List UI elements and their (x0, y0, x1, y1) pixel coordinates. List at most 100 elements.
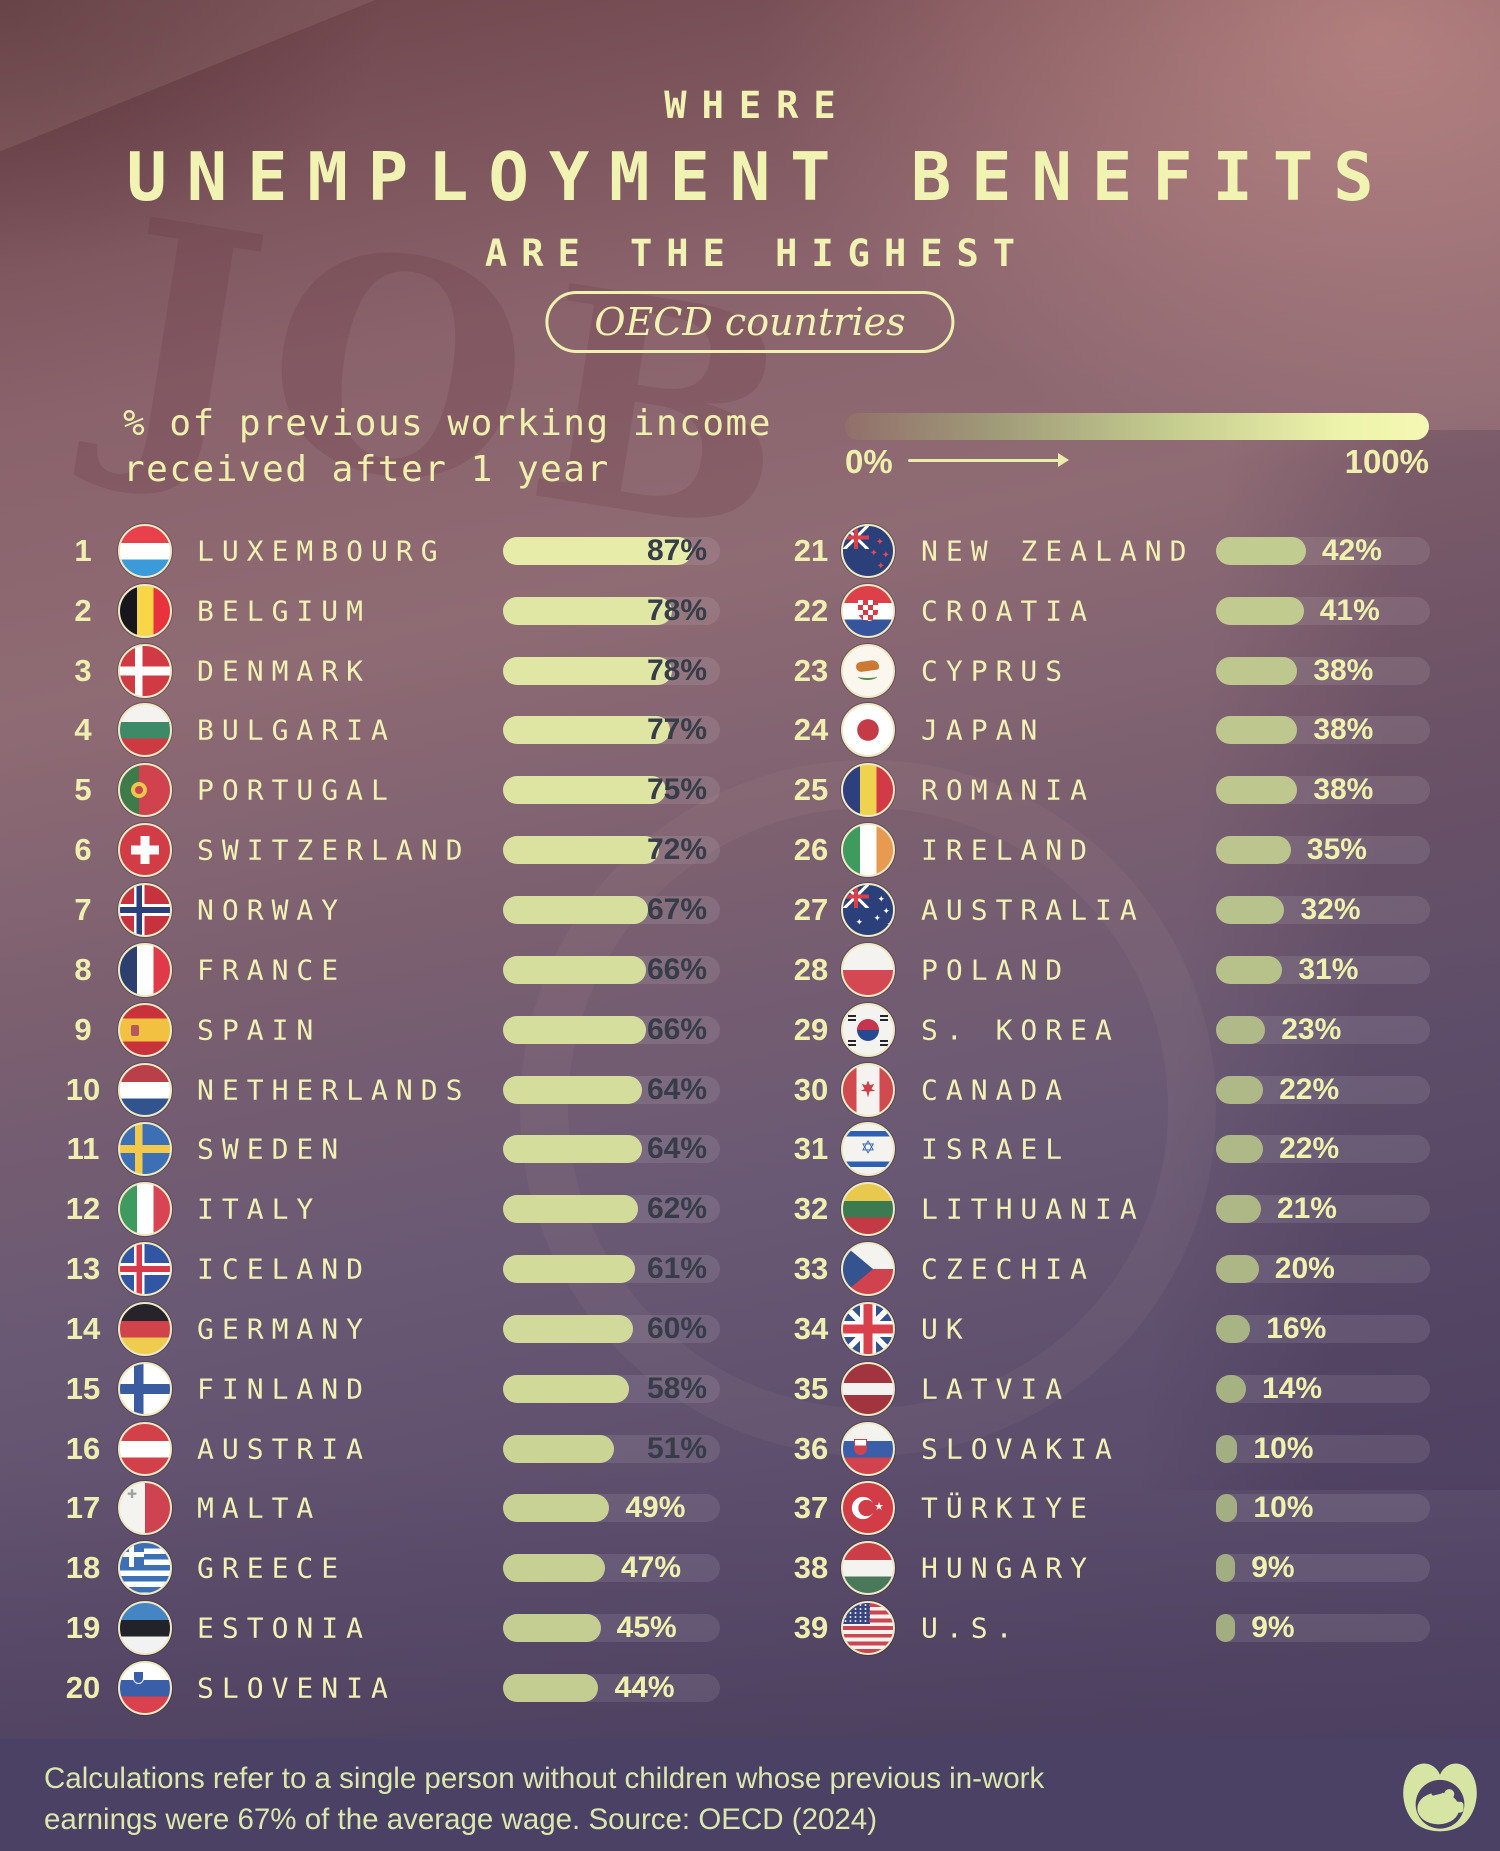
value-label: 41% (1319, 593, 1380, 627)
bar-track: 41% (1216, 593, 1430, 627)
list-item: 17 MALTA 49% (0, 1479, 750, 1539)
rank-label: 36 (793, 1430, 829, 1466)
bar-track: 9% (1216, 1551, 1430, 1584)
flag-cy-icon (841, 643, 895, 698)
bar-track: 78% (503, 654, 720, 687)
country-name: ITALY (197, 1192, 322, 1226)
country-name: AUSTRALIA (921, 893, 1145, 927)
list-item: 31 ISRAEL 22% (750, 1119, 1500, 1179)
rank-label: 32 (793, 1191, 829, 1227)
list-item: 33 CZECHIA 20% (750, 1239, 1500, 1299)
flag-at-icon (118, 1421, 172, 1476)
list-item: 4 BULGARIA 77% (0, 701, 750, 761)
rank-label: 11 (66, 1131, 100, 1167)
bar-fill (503, 1075, 642, 1104)
value-label: 38% (1313, 773, 1374, 807)
list-item: 24 JAPAN 38% (750, 701, 1500, 761)
value-label: 20% (1274, 1252, 1335, 1286)
bar-track: 66% (503, 1013, 720, 1046)
bar-track: 77% (503, 713, 720, 747)
bar-fill (1216, 836, 1291, 865)
rank-label: 37 (793, 1490, 829, 1526)
value-label: 49% (625, 1491, 686, 1525)
legend-gradient-bar (845, 413, 1429, 440)
value-label: 64% (646, 1132, 707, 1166)
flag-tr-icon (841, 1481, 895, 1536)
bar-fill (1216, 656, 1298, 685)
country-name: CZECHIA (921, 1252, 1096, 1286)
value-label: 64% (646, 1072, 707, 1106)
background-bottom-vignette (0, 1459, 1500, 1739)
flag-fi-icon (118, 1361, 172, 1416)
bar-track: 23% (1216, 1013, 1430, 1046)
country-name: CANADA (921, 1073, 1071, 1107)
bar-track: 87% (503, 534, 720, 567)
country-name: DENMARK (197, 654, 372, 688)
rank-label: 13 (65, 1251, 101, 1287)
list-item: 29 S. KOREA 23% (750, 1000, 1500, 1060)
country-name: ICELAND (197, 1252, 372, 1286)
rank-label: 15 (65, 1370, 101, 1406)
bar-fill (1216, 1135, 1264, 1164)
rank-label: 8 (74, 951, 92, 987)
bar-track: 42% (1216, 534, 1430, 567)
list-item: 19 ESTONIA 45% (0, 1598, 750, 1658)
legend-label-line1: % of previous working income (123, 403, 772, 444)
list-item: 11 SWEDEN 64% (0, 1119, 750, 1179)
country-name: SWEDEN (197, 1132, 347, 1166)
bar-track: 38% (1216, 773, 1430, 807)
flag-il-icon (841, 1122, 895, 1177)
list-item: 12 ITALY 62% (0, 1179, 750, 1239)
rank-label: 20 (65, 1669, 101, 1705)
country-list-left: 1 LUXEMBOURG 87% 2 BELGIUM 78% 3 DENMARK 78% 4 BUL… (0, 521, 750, 1718)
list-item: 25 ROMANIA 38% (750, 760, 1500, 820)
list-item: 34 UK 16% (750, 1299, 1500, 1359)
rank-label: 24 (793, 712, 829, 748)
rank-label: 23 (793, 652, 829, 688)
bar-fill (1216, 1554, 1236, 1583)
list-item: 21 NEW ZEALAND 42% (750, 521, 1500, 581)
value-label: 58% (646, 1371, 707, 1405)
bar-fill (503, 1494, 610, 1523)
country-name: ISRAEL (921, 1132, 1071, 1166)
value-label: 21% (1276, 1192, 1337, 1226)
value-label: 14% (1261, 1371, 1322, 1405)
country-name: PORTUGAL (197, 773, 396, 807)
bar-track: 47% (503, 1551, 720, 1584)
rank-label: 9 (74, 1011, 92, 1047)
flag-cz-icon (841, 1242, 895, 1297)
bar-track: 16% (1216, 1312, 1430, 1345)
country-name: SPAIN (197, 1013, 322, 1047)
bar-fill (1216, 1614, 1236, 1643)
rank-label: 2 (74, 592, 92, 628)
bar-fill (1216, 596, 1304, 625)
country-name: POLAND (921, 953, 1071, 987)
value-label: 77% (646, 713, 707, 747)
bar-fill (1216, 536, 1306, 565)
voronoi-logo-icon (1403, 1763, 1477, 1832)
country-name: UK (921, 1312, 971, 1346)
country-name: NEW ZEALAND (921, 534, 1195, 568)
bar-fill (1216, 1314, 1251, 1343)
rank-label: 31 (793, 1131, 829, 1167)
country-name: CROATIA (921, 594, 1096, 628)
bar-track: 66% (503, 953, 720, 986)
flag-lv-icon (841, 1361, 895, 1416)
flag-be-icon (118, 583, 172, 638)
list-item: 1 LUXEMBOURG 87% (0, 521, 750, 581)
bar-track: 44% (503, 1671, 720, 1704)
flag-nz-icon (841, 523, 895, 578)
value-label: 75% (646, 773, 707, 807)
bar-track: 58% (503, 1371, 720, 1405)
bar-track: 72% (503, 833, 720, 866)
oecd-countries-badge: OECD countries (545, 291, 955, 353)
rank-label: 17 (65, 1490, 101, 1526)
bar-track: 10% (1216, 1432, 1430, 1465)
country-name: FINLAND (197, 1372, 372, 1406)
rank-label: 39 (793, 1610, 829, 1646)
bar-fill (503, 776, 666, 805)
list-item: 5 PORTUGAL 75% (0, 760, 750, 820)
bar-track: 67% (503, 893, 720, 926)
title-line-highest: ARE THE HIGHEST (484, 232, 1030, 275)
bar-track: 78% (503, 594, 720, 627)
